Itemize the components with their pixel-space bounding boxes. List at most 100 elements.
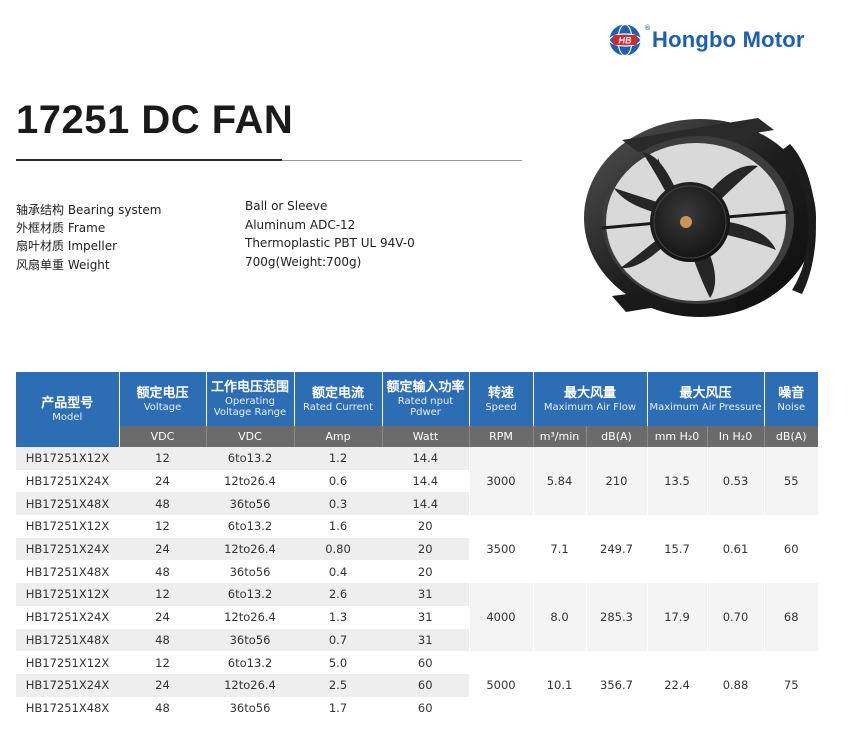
- current-cell: 0.4: [294, 560, 382, 584]
- power-cell: 31: [382, 628, 469, 652]
- unit-cell: dB(A): [586, 426, 648, 447]
- model-cell: HB17251X48X: [16, 696, 119, 720]
- airflow-m3-cell: 8.0: [532, 583, 586, 652]
- current-cell: 0.7: [294, 628, 382, 652]
- header-en: Operating Voltage Range: [213, 396, 287, 418]
- noise-cell: 55: [763, 447, 818, 516]
- header-en: Rated nput Pdwer: [397, 396, 454, 418]
- fan-spec-table: 产品型号 Model 额定电压 Voltage 工作电压范围 Operating…: [16, 372, 818, 720]
- power-cell: 20: [382, 515, 469, 538]
- table-row: HB17251X48X 48 36to56 0.3 14.4: [16, 492, 818, 516]
- header-noise: 噪音 Noise: [764, 372, 818, 426]
- table-body: HB17251X12X 12 6to13.2 1.2 14.4 3000 5.84 210 13…: [16, 447, 818, 720]
- page-title: 17251 DC FAN: [16, 98, 294, 142]
- table-row: HB17251X48X 48 36to56 1.7 60: [16, 696, 818, 720]
- header-cn: 产品型号: [41, 396, 94, 411]
- range-cell: 6to13.2: [206, 447, 294, 470]
- table-row: HB17251X12X 12 6to13.2 2.6 31 4000 8.0 285.3 17.…: [16, 583, 818, 652]
- model-cell: HB17251X12X: [16, 651, 119, 674]
- header-power: 额定输入功率 Rated nput Pdwer: [382, 372, 470, 426]
- airflow-dba-cell: 356.7: [585, 651, 647, 720]
- spec-value: 700g(Weight:700g): [245, 255, 362, 269]
- current-cell: 1.6: [294, 515, 382, 538]
- voltage-cell: 48: [119, 492, 206, 516]
- range-cell: 6to13.2: [206, 515, 294, 538]
- table-row: HB17251X24X 24 12to26.4 1.3 31: [16, 605, 818, 629]
- speed-cell: 5000: [468, 651, 533, 720]
- unit-cell: VDC: [119, 426, 207, 447]
- table-row: HB17251X24X 24 12to26.4 0.80 20: [16, 537, 818, 561]
- header-voltage: 额定电压 Voltage: [119, 372, 207, 426]
- pressure-mm-cell: 13.5: [646, 447, 707, 516]
- spec-value: Aluminum ADC-12: [245, 218, 356, 232]
- power-cell: 14.4: [382, 447, 469, 470]
- range-cell: 12to26.4: [206, 605, 294, 629]
- unit-cell: RPM: [469, 426, 534, 447]
- model-cell: HB17251X48X: [16, 492, 119, 516]
- range-cell: 6to13.2: [206, 651, 294, 674]
- table-row: HB17251X24X 24 12to26.4 2.5 60: [16, 673, 818, 697]
- table-row: HB17251X12X 12 6to13.2 1.2 14.4 3000 5.84 210 13…: [16, 447, 818, 516]
- noise-cell: 68: [763, 583, 818, 652]
- model-cell: HB17251X24X: [16, 469, 119, 493]
- voltage-cell: 24: [119, 673, 206, 697]
- table-row: HB17251X12X 12 6to13.2 1.6 20 3500 7.1 249.7 15.…: [16, 515, 818, 584]
- table-row: HB17251X48X 48 36to56 0.7 31: [16, 628, 818, 652]
- speed-cell: 3000: [468, 447, 533, 516]
- pressure-mm-cell: 15.7: [646, 515, 707, 584]
- model-cell: HB17251X24X: [16, 673, 119, 697]
- current-cell: 2.5: [294, 673, 382, 697]
- pressure-in-cell: 0.61: [706, 515, 764, 584]
- noise-cell: 75: [763, 651, 818, 720]
- voltage-cell: 24: [119, 537, 206, 561]
- table-row: HB17251X24X 24 12to26.4 0.6 14.4: [16, 469, 818, 493]
- model-cell: HB17251X24X: [16, 537, 119, 561]
- model-cell: HB17251X12X: [16, 515, 119, 538]
- brand-name: Hongbo Motor: [652, 27, 805, 52]
- power-cell: 14.4: [382, 492, 469, 516]
- range-cell: 12to26.4: [206, 469, 294, 493]
- airflow-m3-cell: 5.84: [532, 447, 586, 516]
- header-cn: 工作电压范围: [210, 380, 289, 395]
- range-cell: 36to56: [206, 696, 294, 720]
- model-cell: HB17251X12X: [16, 447, 119, 470]
- table-row: HB17251X12X 12 6to13.2 5.0 60 5000 10.1 356.7 22…: [16, 651, 818, 720]
- power-cell: 14.4: [382, 469, 469, 493]
- range-cell: 36to56: [206, 492, 294, 516]
- header-en: Maximum Air Pressure: [649, 401, 762, 413]
- header-model: 产品型号 Model: [16, 372, 120, 447]
- header-cn: 最大风量: [563, 385, 616, 401]
- header-cn: 额定电流: [311, 385, 364, 401]
- voltage-cell: 24: [119, 605, 206, 629]
- header-voltage-range: 工作电压范围 Operating Voltage Range: [206, 372, 295, 426]
- voltage-cell: 24: [119, 469, 206, 493]
- title-rule-light: [282, 160, 522, 161]
- voltage-cell: 12: [119, 515, 206, 538]
- power-cell: 31: [382, 583, 469, 606]
- current-cell: 1.2: [294, 447, 382, 470]
- airflow-m3-cell: 7.1: [532, 515, 586, 584]
- current-cell: 0.6: [294, 469, 382, 493]
- voltage-cell: 12: [119, 447, 206, 470]
- pressure-in-cell: 0.70: [706, 583, 764, 652]
- header-speed: 转速 Speed: [469, 372, 534, 426]
- current-cell: 1.7: [294, 696, 382, 720]
- unit-cell: mm H₂0: [647, 426, 708, 447]
- power-cell: 20: [382, 560, 469, 584]
- airflow-dba-cell: 210: [585, 447, 647, 516]
- spec-label: 外框材质 Frame: [16, 221, 106, 235]
- header-en: Speed: [485, 401, 517, 413]
- spec-label: 风扇单重 Weight: [16, 258, 110, 272]
- model-cell: HB17251X48X: [16, 628, 119, 652]
- spec-label: 扇叶材质 Impeller: [16, 239, 118, 253]
- table-row: HB17251X48X 48 36to56 0.4 20: [16, 560, 818, 584]
- header-cn: 最大风压: [679, 385, 732, 401]
- current-cell: 0.80: [294, 537, 382, 561]
- header-cn: 额定电压: [136, 385, 189, 401]
- pressure-mm-cell: 22.4: [646, 651, 707, 720]
- speed-cell: 3500: [468, 515, 533, 584]
- voltage-cell: 48: [119, 696, 206, 720]
- registered-mark: ®: [644, 24, 651, 32]
- unit-cell: m³/min: [533, 426, 587, 447]
- logo-mark-text: HB: [619, 36, 632, 46]
